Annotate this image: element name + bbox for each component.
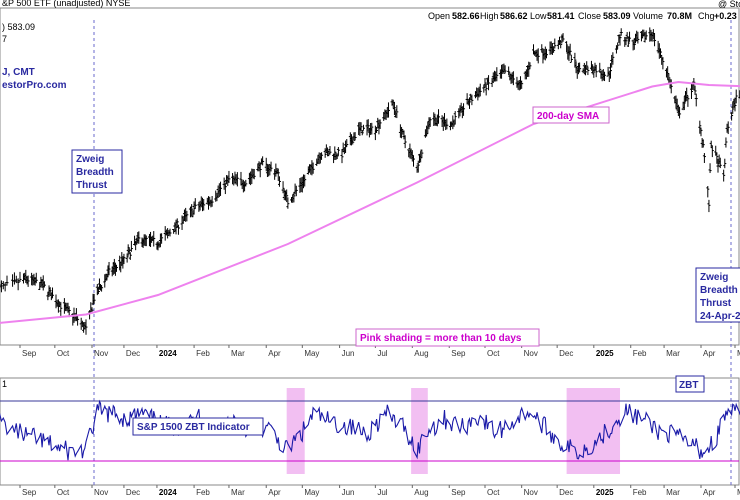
upper-tick-label-6: Mar — [231, 349, 245, 358]
x-axes: Sep Oct Nov Dec 2024 Feb Mar Apr May Jun Jul Aug Sep… — [19, 345, 740, 497]
lower-tick-label-17: Feb — [633, 488, 647, 497]
zbt-annotation-2: Zweig Breadth Thrust 24-Apr-2 — [695, 267, 740, 323]
zbt2-line-3: Thrust — [700, 298, 732, 309]
upper-tick-label-13: Oct — [487, 349, 500, 358]
lower-tick-label-1: Oct — [57, 488, 70, 497]
shade-region-1 — [411, 388, 428, 474]
lower-tick-label-14: Nov — [524, 488, 538, 497]
upper-tick-label-15: Dec — [559, 349, 573, 358]
upper-tick-label-17: Feb — [633, 349, 647, 358]
upper-tick-label-19: Apr — [703, 349, 716, 358]
upper-tick-label-2: Nov — [94, 349, 108, 358]
lower-tick-label-0: Sep — [22, 488, 37, 497]
upper-tick-label-7: Apr — [268, 349, 281, 358]
indicator-panel-frame — [0, 377, 740, 486]
zbt-small-label: ZBT — [679, 380, 698, 391]
volume-value: 70.8M — [667, 11, 692, 21]
zbt1-line-2: Breadth — [76, 167, 114, 178]
upper-tick-label-5: Feb — [196, 349, 210, 358]
author-line-2: estorPro.com — [2, 80, 67, 91]
price-bars — [0, 27, 740, 335]
shading-annotation: Pink shading = more than 10 days — [355, 328, 540, 347]
lower-tick-label-4: 2024 — [159, 488, 177, 497]
author-line-1: J, CMT — [2, 67, 35, 78]
upper-tick-label-12: Sep — [451, 349, 466, 358]
lower-tick-label-5: Feb — [196, 488, 210, 497]
zbt-indicator-line — [0, 399, 740, 461]
lower-tick-label-16: 2025 — [596, 488, 614, 497]
lower-tick-label-2: Nov — [94, 488, 108, 497]
upper-tick-label-18: Mar — [666, 349, 680, 358]
chart-title: &P 500 ETF (unadjusted) NYSE — [2, 0, 130, 8]
lower-tick-label-8: May — [304, 488, 319, 497]
high-value: 586.62 — [500, 11, 528, 21]
high-label: High — [480, 11, 499, 21]
upper-tick-label-3: Dec — [126, 349, 140, 358]
upper-tick-label-11: Aug — [414, 349, 428, 358]
sma-annotation: 200-day SMA — [532, 106, 610, 124]
shading-label: Pink shading = more than 10 days — [360, 333, 522, 344]
watermark: @ Stock — [718, 0, 740, 9]
zbt2-line-1: Zweig — [700, 272, 728, 283]
shade-region-0 — [286, 388, 305, 474]
lower-tick-label-18: Mar — [666, 488, 680, 497]
upper-tick-label-14: Nov — [524, 349, 538, 358]
lower-tick-label-9: Jun — [342, 488, 355, 497]
zbt-small-annotation: ZBT — [675, 375, 705, 393]
lower-tick-label-6: Mar — [231, 488, 245, 497]
lower-tick-label-20: Ma — [737, 488, 740, 497]
indicator-annotation: S&P 1500 ZBT Indicator — [132, 417, 264, 436]
shade-region-2 — [566, 388, 621, 474]
lower-tick-label-12: Sep — [451, 488, 466, 497]
ohlc-readout: Open 582.66 High 586.62 Low 581.41 Close… — [428, 11, 737, 21]
close-value: 583.09 — [603, 11, 631, 21]
close-label: Close — [578, 11, 601, 21]
lower-tick-label-13: Oct — [487, 488, 500, 497]
volume-label: Volume — [633, 11, 663, 21]
zbt-annotation-1: Zweig Breadth Thrust — [71, 149, 123, 194]
legend-digit: 7 — [2, 34, 7, 44]
upper-tick-label-9: Jun — [342, 349, 355, 358]
sma-200-line — [0, 80, 740, 324]
lower-tick-label-15: Dec — [559, 488, 573, 497]
chg-value: +0.23 — [714, 11, 737, 21]
price-value-label: ) 583.09 — [2, 22, 35, 32]
lower-panel-number: 1 — [2, 379, 7, 389]
zbt2-line-2: Breadth — [700, 285, 738, 296]
upper-tick-label-1: Oct — [57, 349, 70, 358]
sma-label: 200-day SMA — [537, 111, 599, 122]
low-value: 581.41 — [547, 11, 575, 21]
upper-tick-label-16: 2025 — [596, 349, 614, 358]
lower-tick-label-7: Apr — [268, 488, 281, 497]
lower-tick-label-19: Apr — [703, 488, 716, 497]
zbt1-line-1: Zweig — [76, 154, 104, 165]
low-label: Low — [530, 11, 547, 21]
lower-tick-label-11: Aug — [414, 488, 428, 497]
lower-tick-label-3: Dec — [126, 488, 140, 497]
open-value: 582.66 — [452, 11, 480, 21]
indicator-label: S&P 1500 ZBT Indicator — [137, 422, 250, 433]
upper-tick-label-8: May — [304, 349, 319, 358]
zbt2-line-4: 24-Apr-2 — [700, 311, 740, 322]
upper-tick-label-0: Sep — [22, 349, 37, 358]
chg-label: Chg — [698, 11, 715, 21]
zbt1-line-3: Thrust — [76, 180, 108, 191]
upper-tick-label-20: Ma — [737, 349, 740, 358]
shading-regions — [286, 388, 621, 474]
lower-tick-label-10: Jul — [377, 488, 387, 497]
open-label: Open — [428, 11, 450, 21]
upper-tick-label-10: Jul — [377, 349, 387, 358]
upper-tick-label-4: 2024 — [159, 349, 177, 358]
